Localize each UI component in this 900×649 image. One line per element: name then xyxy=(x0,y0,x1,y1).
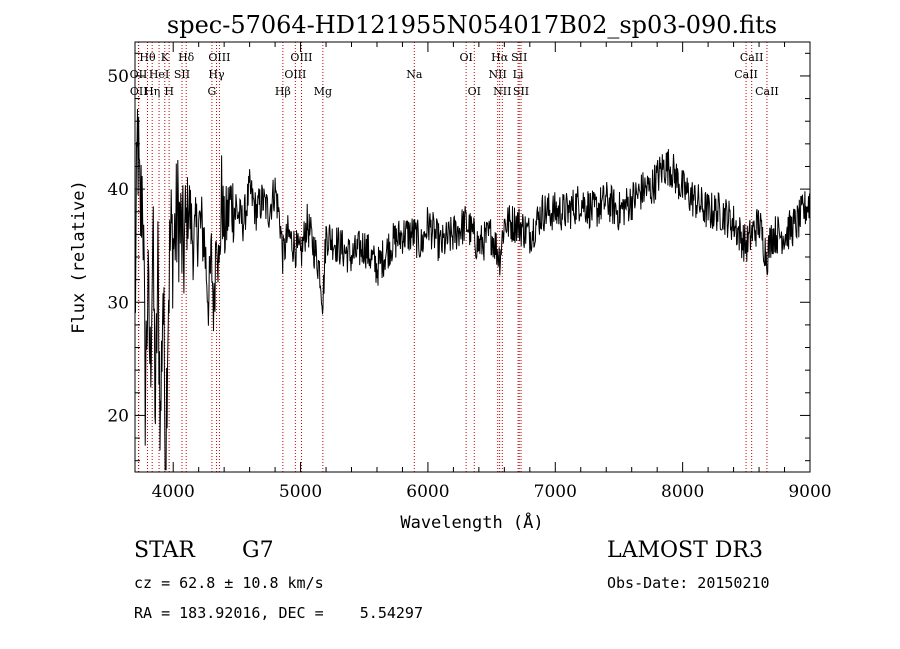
line-label: SII xyxy=(511,51,527,64)
x-tick-label: 8000 xyxy=(661,482,704,502)
line-label: NII xyxy=(493,85,511,98)
line-label: Hβ xyxy=(275,85,291,98)
y-tick-label: 30 xyxy=(107,293,129,313)
line-label: OII xyxy=(130,85,148,98)
x-tick-label: 4000 xyxy=(152,482,195,502)
line-label: CaII xyxy=(740,51,764,64)
line-label: Hα xyxy=(491,51,509,64)
chart-title: spec-57064-HD121955N054017B02_sp03-090.f… xyxy=(167,11,777,39)
x-axis-label: Wavelength (Å) xyxy=(400,511,543,533)
line-label: G xyxy=(208,85,217,98)
x-tick-label: 6000 xyxy=(406,482,449,502)
line-label: CaII xyxy=(755,85,779,98)
line-label: Mg xyxy=(314,85,332,98)
obs-date: Obs-Date: 20150210 xyxy=(607,574,770,592)
coordinates: RA = 183.92016, DEC = 5.54297 xyxy=(134,604,423,622)
line-label: OIII xyxy=(290,51,312,64)
line-label: SII xyxy=(174,68,190,81)
line-label: OI xyxy=(459,51,472,64)
x-tick-label: 7000 xyxy=(534,482,577,502)
survey-name: LAMOST DR3 xyxy=(607,538,763,563)
line-label: Hδ xyxy=(178,51,195,64)
line-label: SII xyxy=(513,85,529,98)
plot-frame xyxy=(134,41,811,473)
line-label: OI xyxy=(468,85,481,98)
line-label: Hγ xyxy=(208,68,225,81)
line-label: Hη xyxy=(144,85,160,98)
line-label: OIII xyxy=(284,68,306,81)
object-class: STAR xyxy=(134,538,195,563)
x-tick-label: 9000 xyxy=(788,482,831,502)
line-label: Hθ xyxy=(139,51,156,64)
y-axis-label: Flux (relative) xyxy=(69,180,89,334)
line-label: H xyxy=(164,85,174,98)
y-tick-label: 50 xyxy=(107,67,129,87)
y-tick-label: 20 xyxy=(107,406,129,426)
line-label: Li xyxy=(513,68,524,81)
y-tick-label: 40 xyxy=(107,180,129,200)
line-label: Na xyxy=(406,68,423,81)
line-label: OIII xyxy=(208,51,230,64)
line-label: OII xyxy=(130,68,148,81)
line-label: K xyxy=(161,51,170,64)
line-label: NII xyxy=(489,68,507,81)
object-subclass: G7 xyxy=(242,538,274,563)
x-tick-label: 5000 xyxy=(279,482,322,502)
redshift-readout: cz = 62.8 ± 10.8 km/s xyxy=(134,574,324,592)
line-label: HeI xyxy=(149,68,169,81)
line-label: CaII xyxy=(734,68,758,81)
spectrum-line xyxy=(134,108,811,471)
